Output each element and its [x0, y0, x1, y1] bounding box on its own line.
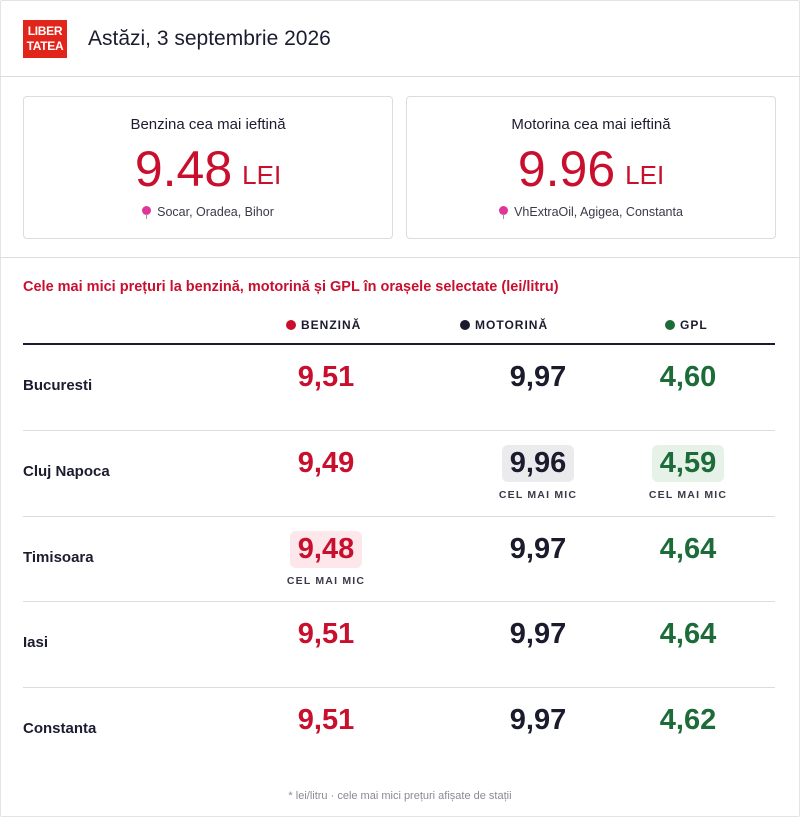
- lowest-badge: CEL MAI MIC: [648, 489, 728, 501]
- cheapest-gasoline-card: Benzina cea mai ieftină 9.48 LEI Socar, O…: [23, 96, 393, 239]
- table-row: Timisoara 9,48 CEL MAI MIC 9,97 4,64: [23, 516, 775, 602]
- price-value: 4,64: [659, 618, 717, 650]
- dark-dot-icon: [460, 320, 470, 330]
- card-price-value: 9.48: [134, 141, 233, 197]
- price-motorina: 9,97: [478, 616, 598, 653]
- card-label: Motorina cea mai ieftină: [511, 116, 671, 133]
- price-value: 9,97: [509, 618, 567, 650]
- column-header-label: BENZINĂ: [301, 318, 362, 332]
- price-value-lowest: 9,48: [289, 531, 363, 568]
- price-value: 9,51: [297, 361, 355, 393]
- price-benzina: 9,51: [266, 616, 386, 653]
- price-gpl: 4,64: [628, 616, 748, 653]
- lowest-badge: CEL MAI MIC: [498, 489, 578, 501]
- price-motorina: 9,97: [478, 531, 598, 568]
- green-dot-icon: [665, 320, 675, 330]
- price-value: 9,97: [509, 533, 567, 565]
- card-price-unit: LEI: [242, 160, 282, 190]
- section-title: Cele mai mici prețuri la benzină, motori…: [23, 279, 559, 295]
- city-name: Timisoara: [23, 549, 94, 566]
- card-location: Socar, Oradea, Bihor: [24, 205, 392, 219]
- card-price-value: 9.96: [517, 141, 616, 197]
- cheapest-diesel-card: Motorina cea mai ieftină 9.96 LEI VhExtra…: [406, 96, 776, 239]
- card-location-text: Socar, Oradea, Bihor: [157, 205, 274, 219]
- city-name: Bucuresti: [23, 377, 93, 394]
- price-value: 4,60: [659, 361, 717, 393]
- logo-line-1: LIBER: [27, 24, 63, 38]
- price-value-lowest: 4,59: [651, 445, 725, 482]
- price-value: 4,64: [659, 533, 717, 565]
- price-motorina: 9,97: [478, 359, 598, 396]
- table-row: Cluj Napoca 9,49 9,96 CEL MAI MIC 4,59 C…: [23, 430, 775, 516]
- column-header-label: MOTORINĂ: [475, 318, 549, 332]
- price-gpl: 4,59: [628, 445, 748, 482]
- price-benzina: 9,51: [266, 702, 386, 739]
- price-gpl: 4,64: [628, 531, 748, 568]
- logo-line-2: TATEA: [26, 39, 64, 53]
- card-label: Benzina cea mai ieftină: [130, 116, 286, 133]
- price-value: 9,49: [297, 447, 355, 479]
- section-divider: [0, 257, 800, 258]
- column-header-label: GPL: [680, 318, 708, 332]
- price-benzina: 9,49: [266, 445, 386, 482]
- lowest-badge: CEL MAI MIC: [286, 575, 366, 587]
- price-value: 9,97: [509, 361, 567, 393]
- price-benzina: 9,48: [266, 531, 386, 568]
- map-pin-icon: [142, 206, 152, 219]
- price-gpl: 4,60: [628, 359, 748, 396]
- column-header-gpl: GPL: [665, 318, 708, 332]
- column-header-benzina: BENZINĂ: [286, 318, 361, 332]
- price-value-lowest: 9,96: [501, 445, 575, 482]
- price-benzina: 9,51: [266, 359, 386, 396]
- header: LIBER TATEA Astăzi, 3 septembrie 2026: [0, 0, 800, 77]
- card-price: 9.48 LEI: [24, 141, 392, 203]
- city-name: Cluj Napoca: [23, 463, 110, 480]
- price-value: 9,97: [509, 704, 567, 736]
- price-value: 9,51: [297, 704, 355, 736]
- footnote: * lei/litru · cele mai mici prețuri afiș…: [288, 790, 512, 802]
- map-pin-icon: [499, 206, 509, 219]
- price-gpl: 4,62: [628, 702, 748, 739]
- price-motorina: 9,96: [478, 445, 598, 482]
- red-dot-icon: [286, 320, 296, 330]
- table-header-rule: [23, 343, 775, 345]
- table-row: Bucuresti 9,51 9,97 4,60: [23, 345, 775, 431]
- city-name: Iasi: [23, 634, 49, 651]
- card-location: VhExtraOil, Agigea, Constanta: [407, 205, 775, 219]
- libertatea-logo[interactable]: LIBER TATEA: [23, 20, 67, 58]
- date-title: Astăzi, 3 septembrie 2026: [88, 27, 331, 50]
- column-header-motorina: MOTORINĂ: [460, 318, 548, 332]
- city-name: Constanta: [23, 720, 97, 737]
- card-location-text: VhExtraOil, Agigea, Constanta: [514, 205, 683, 219]
- table-row: Constanta 9,51 9,97 4,62: [23, 687, 775, 773]
- price-motorina: 9,97: [478, 702, 598, 739]
- price-value: 4,62: [659, 704, 717, 736]
- price-value: 9,51: [297, 618, 355, 650]
- card-price-unit: LEI: [625, 160, 665, 190]
- card-price: 9.96 LEI: [407, 141, 775, 203]
- table-row: Iasi 9,51 9,97 4,64: [23, 601, 775, 687]
